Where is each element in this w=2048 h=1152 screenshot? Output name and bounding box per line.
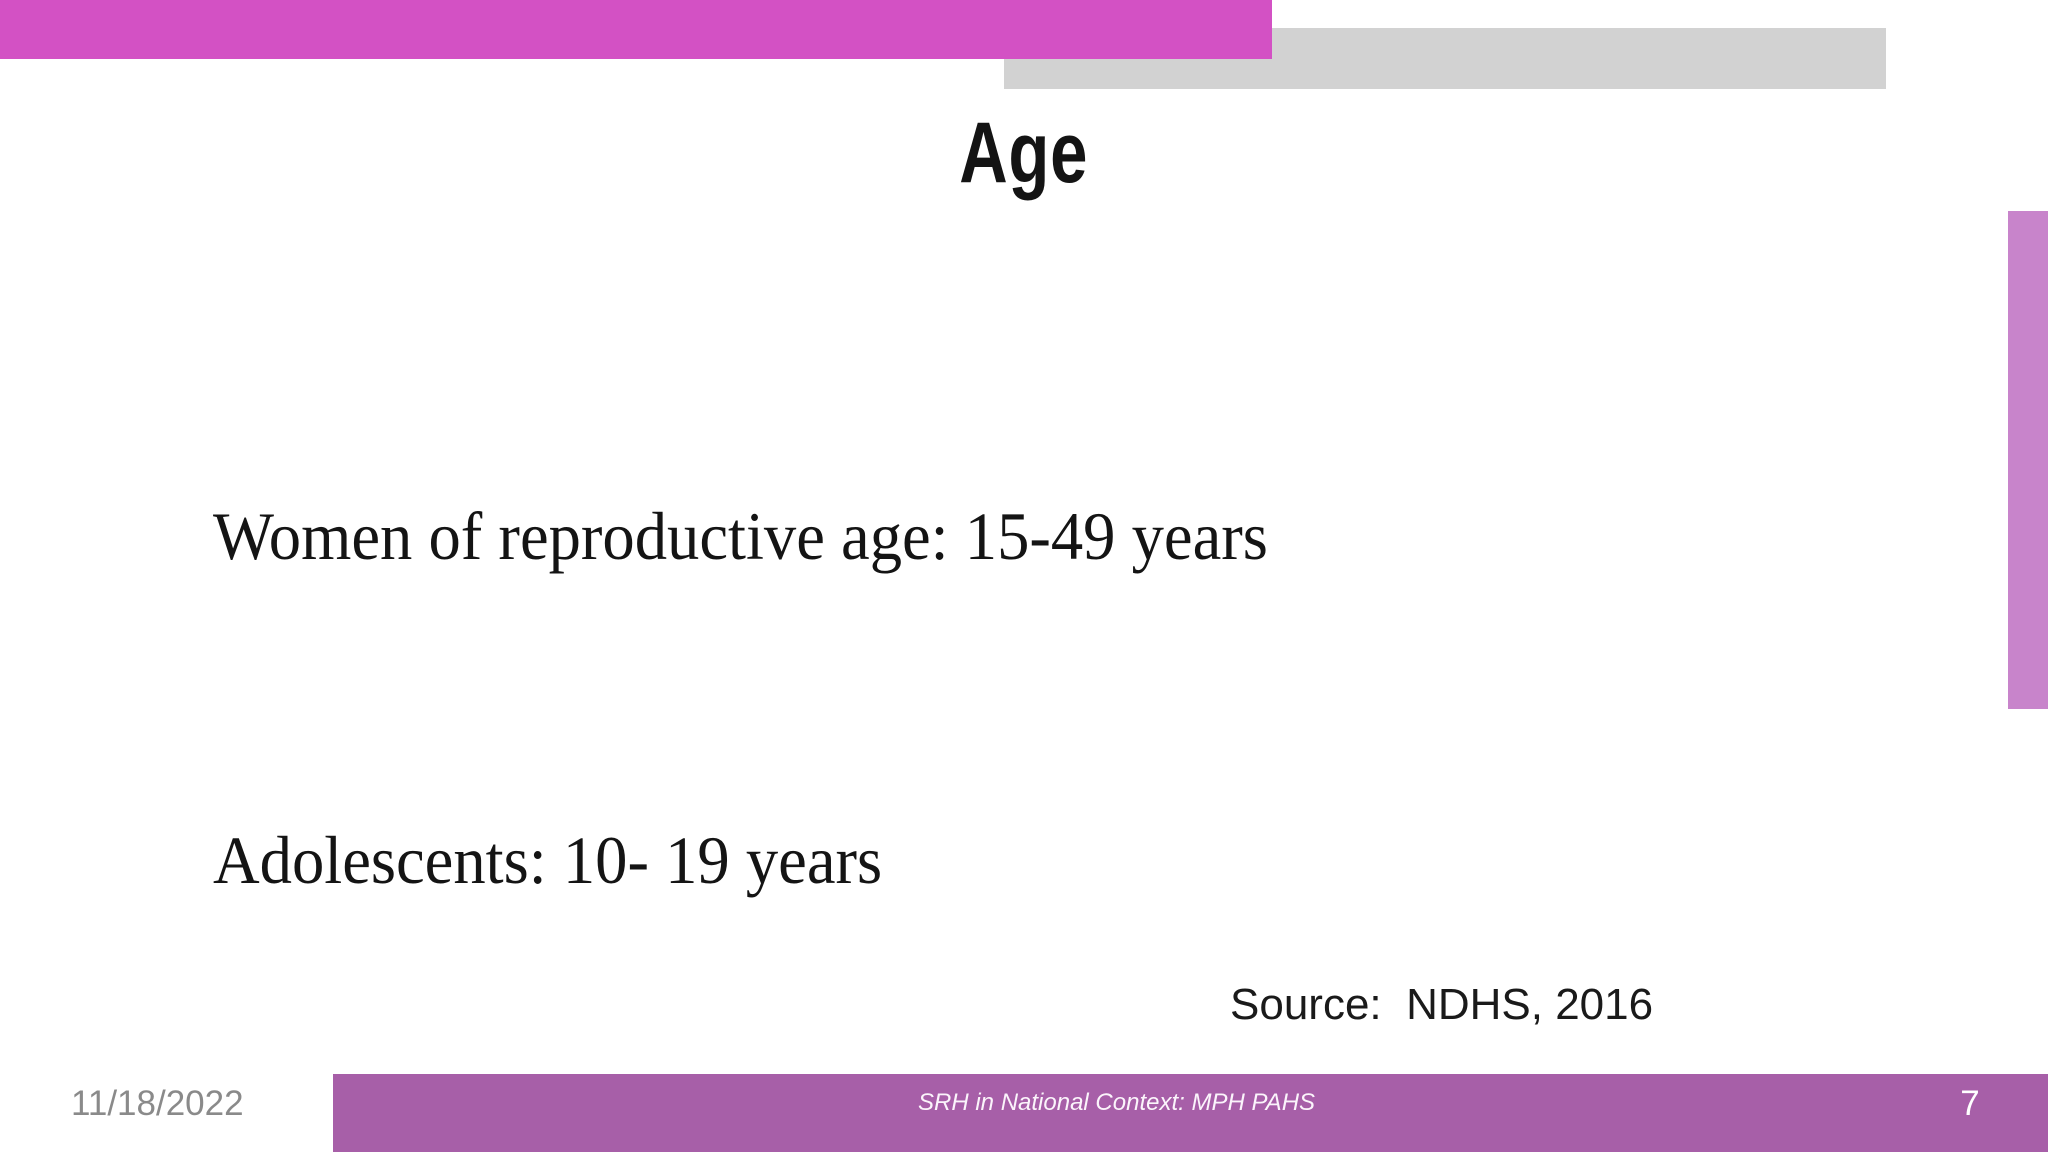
right-accent-bar [2008, 211, 2048, 709]
footer-caption: SRH in National Context: MPH PAHS [918, 1089, 1316, 1116]
body-line-adolescents: Adolescents: 10- 19 years [213, 822, 883, 898]
source-note: Source: NDHS, 2016 [1230, 980, 1654, 1029]
slide-title-text: Age [959, 105, 1089, 201]
page-number: 7 [1960, 1084, 1980, 1123]
slide-date: 11/18/2022 [71, 1084, 244, 1123]
slide-title: Age [0, 110, 2048, 196]
slide-body: Women of reproductive age: 15-49 years A… [213, 334, 1268, 1063]
top-accent-bar-pink [0, 0, 1272, 59]
footer-bar [333, 1074, 2048, 1152]
body-line-women: Women of reproductive age: 15-49 years [213, 498, 1268, 574]
